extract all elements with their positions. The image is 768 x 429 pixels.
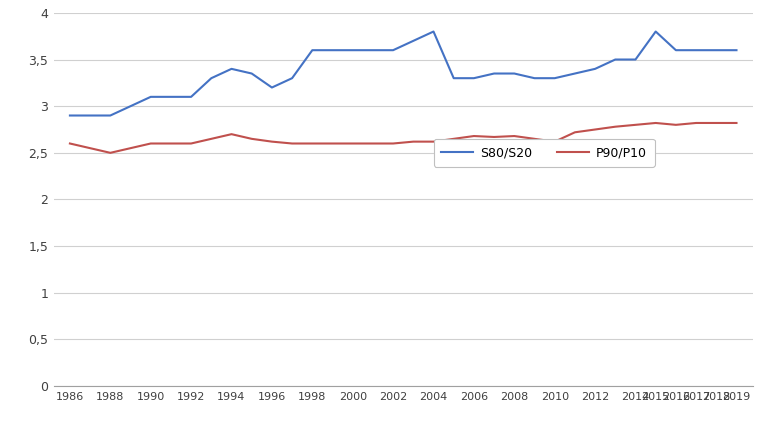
P90/P10: [571, 130, 580, 135]
P90/P10: [449, 136, 458, 142]
P90/P10: [591, 127, 600, 132]
S80/S20: [106, 113, 115, 118]
P90/P10: [328, 141, 337, 146]
S80/S20: [369, 48, 378, 53]
S80/S20: [691, 48, 700, 53]
P90/P10: [611, 124, 620, 129]
P90/P10: [469, 133, 478, 139]
P90/P10: [550, 139, 559, 144]
S80/S20: [409, 38, 418, 43]
S80/S20: [611, 57, 620, 62]
P90/P10: [409, 139, 418, 144]
P90/P10: [287, 141, 296, 146]
S80/S20: [227, 66, 236, 72]
P90/P10: [651, 121, 660, 126]
S80/S20: [530, 76, 539, 81]
P90/P10: [631, 122, 640, 127]
Legend: S80/S20, P90/P10: S80/S20, P90/P10: [434, 139, 654, 166]
P90/P10: [308, 141, 317, 146]
P90/P10: [348, 141, 357, 146]
S80/S20: [712, 48, 721, 53]
S80/S20: [489, 71, 498, 76]
S80/S20: [449, 76, 458, 81]
P90/P10: [227, 132, 236, 137]
S80/S20: [671, 48, 680, 53]
P90/P10: [429, 139, 438, 144]
S80/S20: [328, 48, 337, 53]
S80/S20: [308, 48, 317, 53]
P90/P10: [65, 141, 74, 146]
P90/P10: [126, 145, 135, 151]
S80/S20: [126, 104, 135, 109]
S80/S20: [389, 48, 398, 53]
S80/S20: [571, 71, 580, 76]
P90/P10: [187, 141, 196, 146]
S80/S20: [469, 76, 478, 81]
P90/P10: [207, 136, 216, 142]
S80/S20: [207, 76, 216, 81]
P90/P10: [267, 139, 276, 144]
S80/S20: [732, 48, 741, 53]
S80/S20: [651, 29, 660, 34]
P90/P10: [712, 121, 721, 126]
S80/S20: [429, 29, 438, 34]
P90/P10: [530, 136, 539, 142]
P90/P10: [247, 136, 257, 142]
P90/P10: [369, 141, 378, 146]
S80/S20: [187, 94, 196, 100]
S80/S20: [591, 66, 600, 72]
Line: S80/S20: S80/S20: [70, 32, 737, 115]
S80/S20: [550, 76, 559, 81]
P90/P10: [732, 121, 741, 126]
P90/P10: [671, 122, 680, 127]
S80/S20: [267, 85, 276, 90]
S80/S20: [167, 94, 176, 100]
S80/S20: [348, 48, 357, 53]
P90/P10: [389, 141, 398, 146]
P90/P10: [510, 133, 519, 139]
P90/P10: [489, 134, 498, 139]
P90/P10: [146, 141, 155, 146]
S80/S20: [287, 76, 296, 81]
P90/P10: [106, 150, 115, 155]
S80/S20: [631, 57, 640, 62]
S80/S20: [85, 113, 94, 118]
S80/S20: [146, 94, 155, 100]
S80/S20: [247, 71, 257, 76]
P90/P10: [167, 141, 176, 146]
S80/S20: [65, 113, 74, 118]
P90/P10: [85, 145, 94, 151]
S80/S20: [510, 71, 519, 76]
Line: P90/P10: P90/P10: [70, 123, 737, 153]
P90/P10: [691, 121, 700, 126]
